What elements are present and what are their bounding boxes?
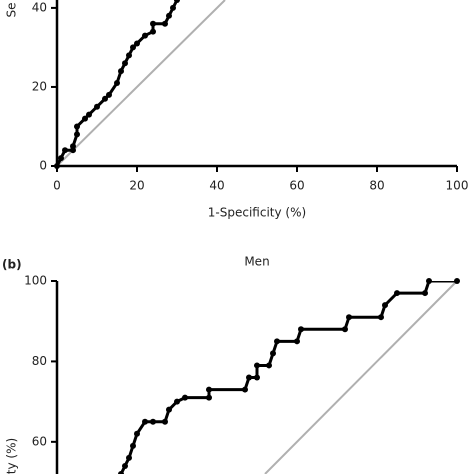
roc-point bbox=[94, 103, 100, 110]
y-axis-label: Se bbox=[5, 3, 19, 18]
y-tick-label: 60 bbox=[32, 434, 47, 448]
reference-line bbox=[56, 0, 226, 167]
roc-point bbox=[378, 314, 384, 321]
roc-point bbox=[54, 163, 60, 169]
x-tick-label: 60 bbox=[289, 179, 304, 193]
roc-point bbox=[114, 80, 120, 86]
roc-point bbox=[166, 12, 172, 19]
roc-point bbox=[170, 4, 176, 11]
roc-point bbox=[206, 386, 212, 393]
roc-point bbox=[182, 394, 188, 401]
roc-point bbox=[126, 454, 132, 461]
roc-point bbox=[270, 350, 276, 357]
roc-point bbox=[134, 430, 140, 437]
roc-point bbox=[122, 60, 128, 67]
roc-point bbox=[298, 326, 304, 333]
roc-point bbox=[242, 386, 248, 393]
roc-point bbox=[382, 302, 388, 309]
y-tick-label: 0 bbox=[39, 159, 47, 173]
reference-line bbox=[264, 280, 458, 474]
roc-point bbox=[142, 32, 148, 39]
roc-point bbox=[86, 111, 92, 118]
roc-point bbox=[150, 28, 156, 35]
roc-point bbox=[118, 68, 124, 75]
x-axis-label: 1-Specificity (%) bbox=[208, 206, 306, 220]
roc-point bbox=[426, 278, 432, 284]
roc-point bbox=[254, 362, 260, 369]
roc-point bbox=[394, 290, 400, 297]
roc-point bbox=[150, 418, 156, 425]
roc-point bbox=[150, 20, 156, 27]
roc-point bbox=[166, 406, 172, 413]
x-tick-label: 40 bbox=[209, 179, 224, 193]
y-tick-label: 80 bbox=[32, 354, 47, 368]
roc-point bbox=[174, 398, 180, 405]
roc-point bbox=[62, 147, 68, 154]
x-tick-label: 100 bbox=[446, 179, 469, 193]
roc-point bbox=[294, 338, 300, 345]
roc-point bbox=[70, 143, 76, 150]
roc-point bbox=[134, 40, 140, 47]
roc-point bbox=[422, 290, 428, 297]
roc-point bbox=[82, 115, 88, 122]
roc-point bbox=[130, 442, 136, 449]
roc-point bbox=[454, 278, 460, 284]
roc-point bbox=[74, 123, 80, 130]
roc-point bbox=[162, 20, 168, 27]
roc-point bbox=[126, 52, 132, 59]
roc-point bbox=[206, 394, 212, 401]
roc-point bbox=[130, 44, 136, 51]
roc-point bbox=[74, 131, 80, 138]
y-tick-label: 20 bbox=[32, 79, 47, 93]
roc-point bbox=[342, 326, 348, 333]
x-tick-label: 0 bbox=[53, 179, 61, 193]
roc-point bbox=[174, 0, 180, 3]
roc-point bbox=[162, 418, 168, 425]
roc-curve bbox=[119, 281, 457, 474]
roc-point bbox=[118, 471, 124, 474]
y-axis-label: ty (%) bbox=[5, 438, 19, 474]
roc-point bbox=[246, 374, 252, 381]
roc-point bbox=[58, 155, 64, 162]
x-tick-label: 20 bbox=[129, 179, 144, 193]
roc-point bbox=[346, 314, 352, 321]
roc-point bbox=[102, 95, 108, 102]
roc-point bbox=[106, 91, 112, 98]
roc-point bbox=[142, 418, 148, 425]
roc-point bbox=[274, 338, 280, 345]
roc-point bbox=[122, 462, 128, 469]
roc-point bbox=[266, 362, 272, 369]
roc-point bbox=[254, 374, 260, 381]
panel-label: (b) bbox=[2, 258, 22, 272]
x-tick-label: 80 bbox=[369, 179, 384, 193]
y-tick-label: 40 bbox=[32, 0, 47, 14]
chart-title: Men bbox=[244, 255, 269, 269]
y-tick-label: 100 bbox=[24, 274, 47, 288]
